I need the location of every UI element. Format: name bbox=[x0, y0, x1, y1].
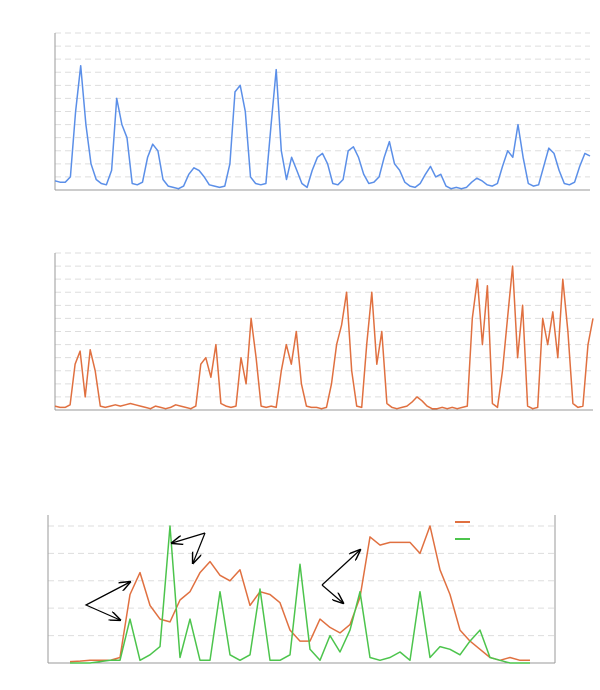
data-line bbox=[54, 64, 591, 190]
data-line bbox=[69, 525, 530, 663]
arrow bbox=[193, 532, 206, 563]
arrow bbox=[172, 532, 206, 543]
arrow bbox=[321, 550, 360, 586]
arrow bbox=[85, 582, 130, 606]
data-line bbox=[54, 265, 594, 410]
annotation-arrows bbox=[84, 532, 360, 620]
data-line bbox=[70, 525, 530, 664]
arrow bbox=[321, 584, 343, 603]
